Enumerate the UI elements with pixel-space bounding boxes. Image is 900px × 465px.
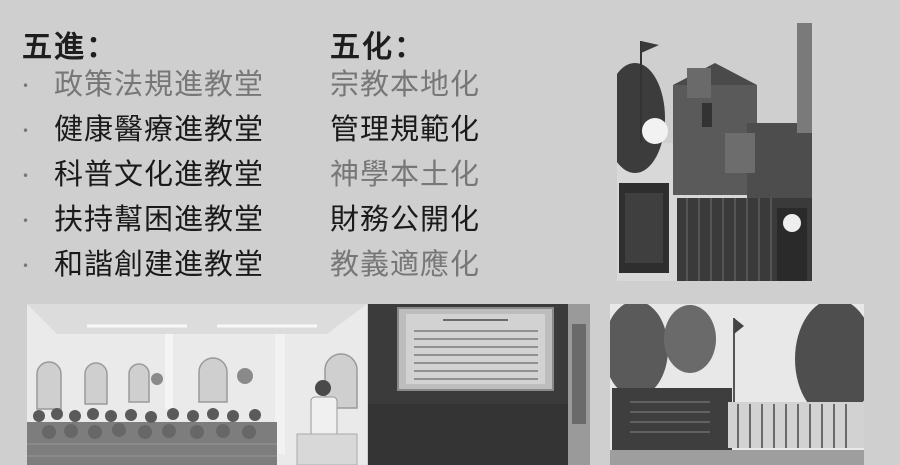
list-item: • 政策法規進教堂 <box>22 64 264 109</box>
five-transformations-heading: 五化： <box>330 30 426 65</box>
signboard-photo <box>368 304 590 465</box>
list-item-text: 神學本土化 <box>330 157 481 191</box>
five-transformations-list: 宗教本地化 管理規範化 神學本土化 財務公開化 教義適應化 <box>330 64 480 289</box>
list-item-text: 政策法規進教堂 <box>54 67 265 101</box>
bullet-icon: • <box>22 214 31 228</box>
list-item: • 健康醫療進教堂 <box>22 109 264 154</box>
church-photo <box>617 23 812 281</box>
list-item-text: 教義適應化 <box>330 247 481 281</box>
list-item: 財務公開化 <box>330 199 480 244</box>
list-item-text: 健康醫療進教堂 <box>54 112 265 146</box>
list-item: 神學本土化 <box>330 154 480 199</box>
classroom-photo <box>27 304 367 465</box>
bullet-icon: • <box>22 124 31 138</box>
list-item-text: 財務公開化 <box>330 202 481 236</box>
list-item-text: 科普文化進教堂 <box>54 157 265 191</box>
list-item: • 扶持幫困進教堂 <box>22 199 264 244</box>
list-item: • 和諧創建進教堂 <box>22 244 264 289</box>
five-entries-heading: 五進： <box>22 30 118 65</box>
five-entries-list: • 政策法規進教堂 • 健康醫療進教堂 • 科普文化進教堂 • 扶持幫困進教堂 • 和諧創… <box>22 64 264 289</box>
list-item: 管理規範化 <box>330 109 480 154</box>
list-item: 教義適應化 <box>330 244 480 289</box>
bullet-icon: • <box>22 169 31 183</box>
bullet-icon: • <box>22 259 31 273</box>
list-item-text: 管理規範化 <box>330 112 481 146</box>
bullet-icon: • <box>22 79 31 93</box>
list-item-text: 扶持幫困進教堂 <box>54 202 265 236</box>
list-item-text: 宗教本地化 <box>330 67 481 101</box>
gate-photo <box>610 304 864 465</box>
list-item: • 科普文化進教堂 <box>22 154 264 199</box>
list-item-text: 和諧創建進教堂 <box>54 247 265 281</box>
list-item: 宗教本地化 <box>330 64 480 109</box>
